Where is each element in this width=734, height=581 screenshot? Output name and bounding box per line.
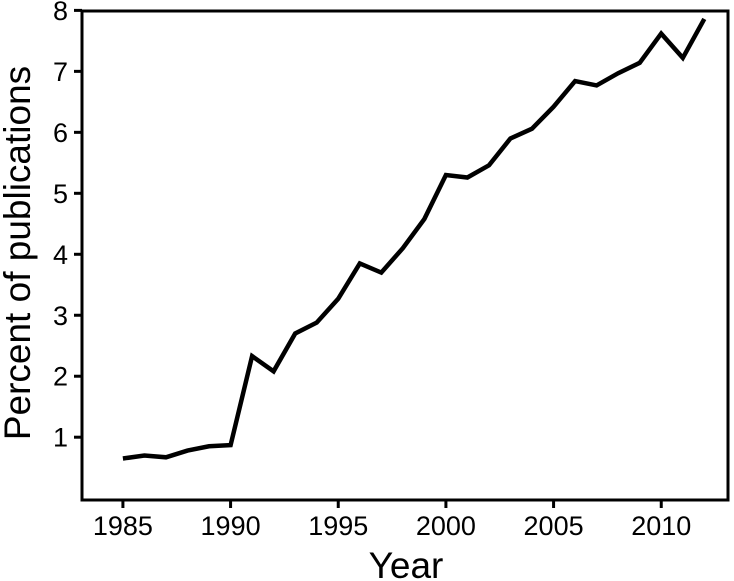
y-tick-label: 1 xyxy=(53,423,68,453)
x-tick-label: 1990 xyxy=(201,511,261,541)
plot-frame xyxy=(80,9,730,502)
y-tick-label: 4 xyxy=(53,240,68,270)
y-tick-label: 7 xyxy=(53,57,68,87)
y-tick-label: 3 xyxy=(53,301,68,331)
y-tick-label: 5 xyxy=(53,179,68,209)
axis-tick-labels: 1985 1990 1995 2000 2005 2010 1 2 3 4 5 6 7 8 xyxy=(53,0,691,541)
data-line xyxy=(122,17,707,461)
x-tick-label: 1985 xyxy=(93,511,153,541)
x-tick-label: 2005 xyxy=(524,511,584,541)
axis-ticks xyxy=(74,8,663,508)
y-axis-title: Percent of publications xyxy=(0,66,38,440)
x-axis-title: Year xyxy=(369,545,444,581)
y-tick-label: 2 xyxy=(53,362,68,392)
x-tick-label: 1995 xyxy=(308,511,368,541)
x-tick-label: 2010 xyxy=(631,511,691,541)
y-tick-label: 6 xyxy=(53,118,68,148)
plot-border xyxy=(80,9,730,502)
x-tick-label: 2000 xyxy=(416,511,476,541)
y-tick-label: 8 xyxy=(53,0,68,26)
